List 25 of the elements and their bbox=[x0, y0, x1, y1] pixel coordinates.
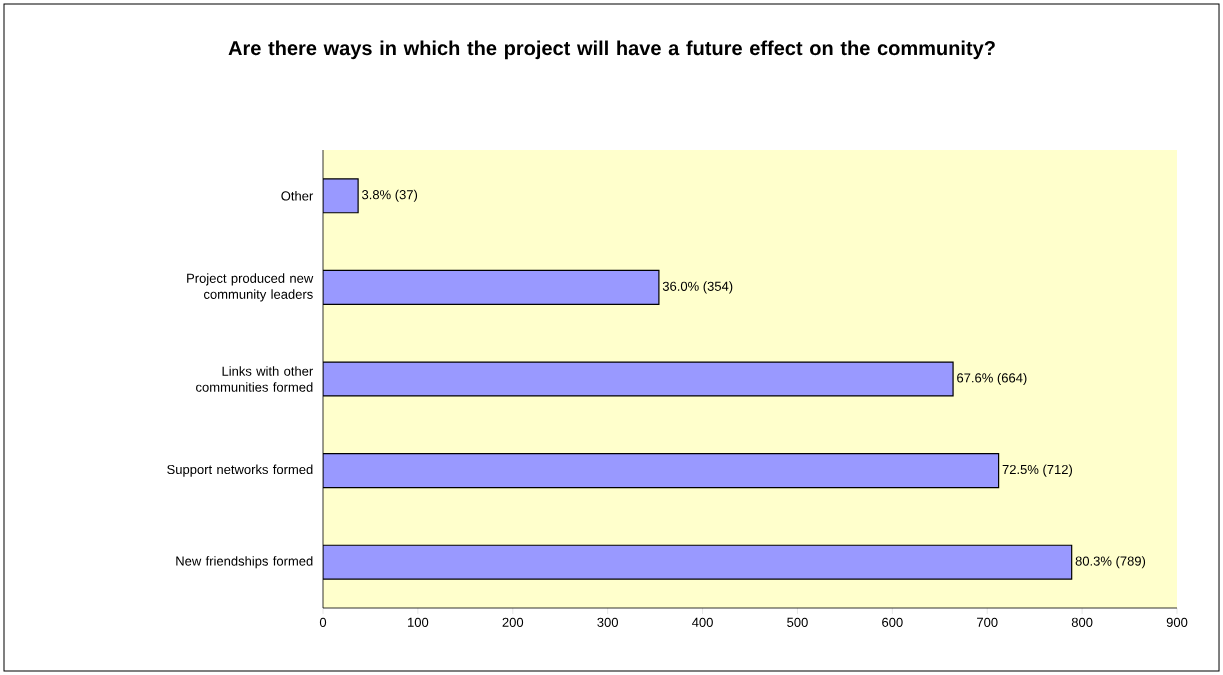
x-tick-label: 800 bbox=[1071, 617, 1093, 627]
y-tick-label: Links with other communities formed bbox=[196, 366, 314, 392]
y-tick-label: Support networks formed bbox=[167, 464, 313, 477]
bar bbox=[323, 544, 1073, 580]
y-tick-label: Project produced new community leaders bbox=[187, 273, 314, 302]
x-tick-label: 200 bbox=[502, 617, 524, 627]
bar bbox=[323, 361, 954, 397]
bar bbox=[323, 453, 1000, 489]
data-label: 72.5% (712) bbox=[1002, 464, 1073, 477]
data-label: 3.8% (37) bbox=[362, 189, 418, 202]
x-tick-label: 400 bbox=[692, 617, 713, 627]
x-tick-label: 900 bbox=[1166, 617, 1188, 627]
x-tick-label: 0 bbox=[319, 617, 327, 627]
data-label: 80.3% (789) bbox=[1075, 556, 1146, 569]
y-tick-label: New friendships formed bbox=[176, 556, 313, 569]
x-tick-label: 300 bbox=[597, 617, 619, 627]
bar bbox=[323, 269, 660, 305]
y-tick-label: Other bbox=[281, 191, 314, 201]
x-tick-label: 100 bbox=[408, 617, 429, 627]
x-tick-label: 700 bbox=[977, 617, 998, 627]
data-label: 36.0% (354) bbox=[662, 281, 733, 294]
x-tick-label: 500 bbox=[787, 617, 808, 627]
x-tick-label: 600 bbox=[882, 617, 903, 627]
data-label: 67.6% (664) bbox=[957, 372, 1027, 386]
chart-title: Are there ways in which the project will have a future effect on the community? bbox=[228, 40, 995, 60]
